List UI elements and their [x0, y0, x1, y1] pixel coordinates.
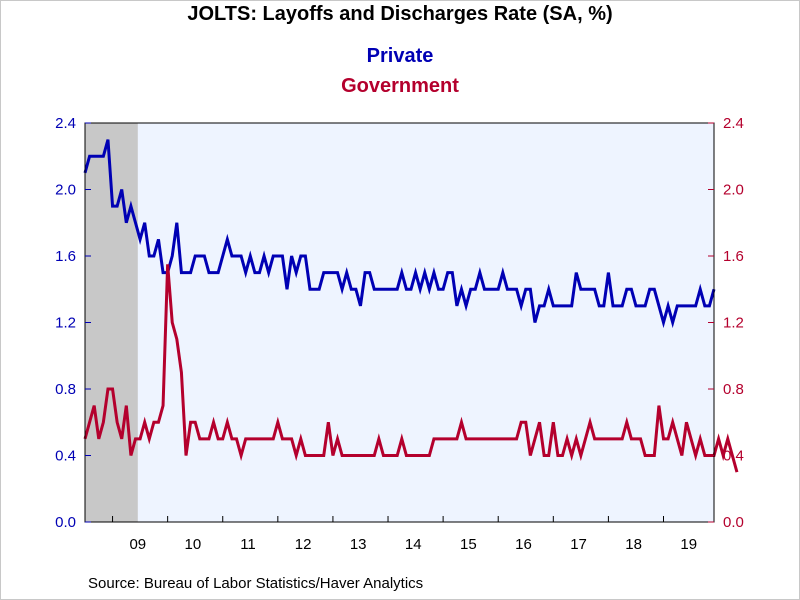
x-tick-label: 11 — [240, 536, 256, 553]
left-tick-label: 1.2 — [55, 315, 76, 332]
legend-government: Government — [341, 75, 459, 97]
left-tick-label: 0.0 — [55, 514, 76, 531]
right-tick-label: 2.0 — [723, 182, 744, 199]
left-tick-label: 1.6 — [55, 248, 76, 265]
right-tick-label: 0.8 — [723, 381, 744, 398]
left-tick-label: 2.0 — [55, 182, 76, 199]
x-tick-label: 19 — [680, 536, 697, 553]
left-tick-label: 0.8 — [55, 381, 76, 398]
series-line-government — [83, 264, 739, 473]
right-tick-label: 1.6 — [723, 248, 744, 265]
x-tick-label: 17 — [570, 536, 587, 553]
plot-area — [85, 123, 714, 522]
x-tick-label: 14 — [405, 536, 422, 553]
x-tick-label: 18 — [625, 536, 642, 553]
right-tick-label: 0.4 — [723, 448, 744, 465]
x-tick-label: 09 — [129, 536, 146, 553]
x-tick-label: 16 — [515, 536, 532, 553]
legend-private: Private — [366, 45, 434, 67]
x-tick-label: 12 — [295, 536, 312, 553]
left-tick-label: 0.4 — [55, 448, 76, 465]
right-tick-label: 0.0 — [723, 514, 744, 531]
source-note: Source: Bureau of Labor Statistics/Haver… — [88, 575, 424, 592]
chart-title: JOLTS: Layoffs and Discharges Rate (SA, … — [187, 3, 613, 25]
x-tick-label: 13 — [350, 536, 367, 553]
right-tick-label: 2.4 — [723, 115, 744, 132]
left-tick-label: 2.4 — [55, 115, 76, 132]
series-line-private — [83, 139, 716, 329]
right-tick-label: 1.2 — [723, 315, 744, 332]
x-tick-label: 15 — [460, 536, 477, 553]
x-tick-label: 10 — [185, 536, 202, 553]
